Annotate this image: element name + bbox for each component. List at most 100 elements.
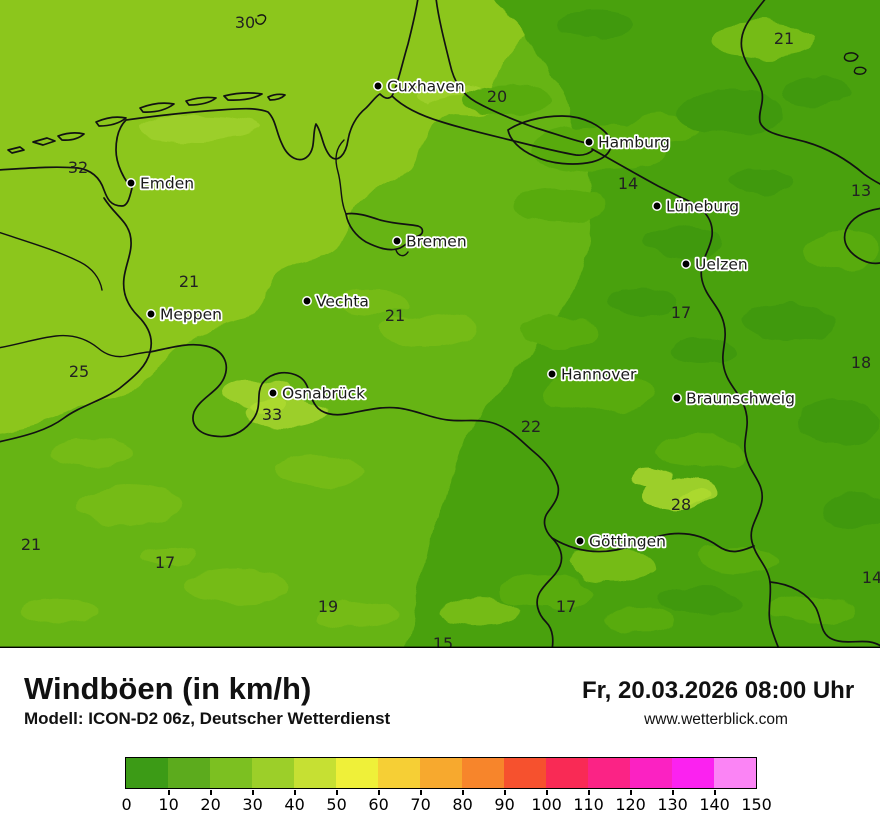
wind-value: 25 (69, 362, 89, 381)
color-scale-tickmark (167, 790, 170, 795)
color-scale: 0 10 20 30 40 50 60 70 80 90 100 110 120 130 140 150 (122, 757, 772, 817)
map-bottom-rule (0, 646, 880, 649)
right-edge-border (843, 207, 880, 265)
color-scale-tickmark (545, 790, 548, 795)
city-dot (126, 178, 136, 188)
color-scale-ticklabel: 120 (615, 795, 646, 814)
city-marker: Cuxhaven (373, 76, 466, 97)
color-scale-tickmark (293, 790, 296, 795)
color-scale-segment (126, 758, 168, 788)
color-scale-tickmark (419, 790, 422, 795)
map-canvas: 30 21 20 32 14 13 21 17 21 25 18 33 22 28 21 17 14 19 17 15… (0, 0, 880, 668)
wind-value: 15 (433, 634, 453, 648)
city-marker: Hamburg (584, 132, 672, 153)
city-dot (547, 369, 557, 379)
wind-value: 14 (862, 568, 880, 587)
city-marker: Emden (126, 173, 196, 194)
color-scale-tickmark (461, 790, 464, 795)
elbe-river (435, 0, 587, 144)
wind-value: 19 (318, 597, 338, 616)
color-scale-ticklabel: 10 (158, 795, 179, 814)
city-label: Göttingen (589, 533, 666, 551)
map-title: Windböen (in km/h) (24, 671, 312, 706)
color-scale-tickmark (629, 790, 632, 795)
city-label: Lüneburg (666, 198, 739, 216)
color-scale-ticklabel: 30 (242, 795, 263, 814)
color-scale-segment (504, 758, 546, 788)
wind-value: 30 (235, 13, 255, 32)
color-scale-segment (252, 758, 294, 788)
color-scale-segment (294, 758, 336, 788)
wind-value: 20 (487, 87, 507, 106)
city-dot (146, 309, 156, 319)
color-scale-ticklabel: 20 (200, 795, 221, 814)
wind-value: 32 (68, 158, 88, 177)
color-scale-segment (210, 758, 252, 788)
color-scale-ticklabel: 90 (494, 795, 515, 814)
city-dot (672, 393, 682, 403)
city-label: Meppen (160, 306, 222, 324)
color-scale-ticklabel: 80 (452, 795, 473, 814)
southeast-border (769, 581, 880, 647)
wind-value: 21 (774, 29, 794, 48)
color-scale-ticklabel: 130 (657, 795, 688, 814)
color-scale-ticklabel: 150 (741, 795, 772, 814)
wind-value: 21 (179, 272, 199, 291)
color-scale-ticklabel: 60 (368, 795, 389, 814)
city-label: Osnabrück (282, 385, 365, 403)
wind-value: 14 (618, 174, 638, 193)
city-dot (584, 137, 594, 147)
weser-river (335, 139, 347, 215)
color-scale-ticklabel: 40 (284, 795, 305, 814)
color-scale-ticklabel: 140 (699, 795, 730, 814)
city-dot (373, 81, 383, 91)
goettingen-border (551, 532, 755, 553)
city-marker: Osnabrück (268, 383, 367, 404)
color-scale-tickmark (713, 790, 716, 795)
city-marker: Meppen (146, 304, 224, 325)
city-label: Braunschweig (686, 390, 795, 408)
color-scale-ticklabel: 110 (573, 795, 604, 814)
color-scale-segment (336, 758, 378, 788)
city-dot (268, 388, 278, 398)
wind-value: 28 (671, 495, 691, 514)
wind-gust-map: 30 21 20 32 14 13 21 17 21 25 18 33 22 28 21 17 14 19 17 15… (0, 0, 880, 668)
color-scale-segment (630, 758, 672, 788)
city-marker: Braunschweig (672, 388, 797, 409)
city-marker: Uelzen (681, 254, 749, 275)
city-dot (302, 296, 312, 306)
elbe-southeast (591, 148, 681, 198)
color-scale-tickmark (671, 790, 674, 795)
color-scale-tickmark (587, 790, 590, 795)
color-scale-segment (168, 758, 210, 788)
city-dot (392, 236, 402, 246)
map-borders (0, 0, 880, 653)
website-label: www.wetterblick.com (644, 711, 788, 728)
hamburg-border (507, 115, 612, 165)
color-scale-segment (672, 758, 714, 788)
city-dot (575, 536, 585, 546)
wind-value: 17 (155, 553, 175, 572)
elbe-river-south (391, 95, 594, 157)
city-label: Cuxhaven (387, 78, 465, 96)
city-marker: Bremen (392, 231, 468, 252)
color-scale-ticklabel: 70 (410, 795, 431, 814)
wind-value: 22 (521, 417, 541, 436)
wind-value: 17 (671, 303, 691, 322)
color-scale-tickmark (503, 790, 506, 795)
city-label: Bremen (406, 233, 467, 251)
city-marker: Vechta (302, 291, 371, 312)
bremen-border (345, 212, 424, 251)
color-scale-bar (125, 757, 757, 789)
city-marker: Lüneburg (652, 196, 741, 217)
city-label: Hamburg (598, 134, 670, 152)
city-dot (652, 201, 662, 211)
color-scale-tickmark (335, 790, 338, 795)
city-label: Vechta (316, 293, 369, 311)
northeast-border (740, 0, 880, 185)
color-scale-segment (462, 758, 504, 788)
city-dot (681, 259, 691, 269)
city-markers: Cuxhaven Hamburg Emden Lüneburg Bremen Uelzen… (126, 76, 797, 552)
color-scale-tickmark (251, 790, 254, 795)
